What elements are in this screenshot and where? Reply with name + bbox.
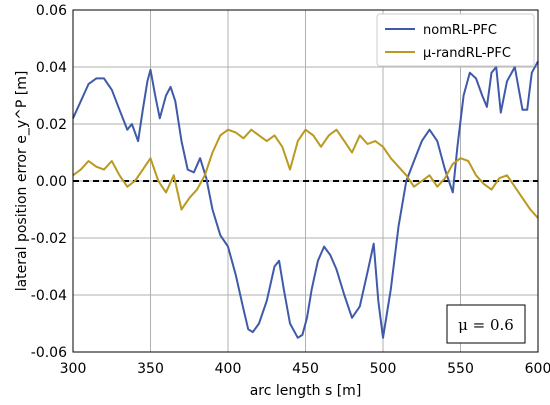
x-tick-300: 300 [60,361,87,377]
x-axis-label: arc length s [m] [250,383,362,399]
x-tick-500: 500 [370,361,397,377]
y-tick--0.06: -0.06 [31,345,67,361]
x-tick-600: 600 [525,361,550,377]
x-tick-450: 450 [292,361,319,377]
y-axis-label: lateral position error e_y^P [m] [14,71,30,292]
x-tick-550: 550 [447,361,474,377]
x-tick-labels: 300 350 400 450 500 550 600 [60,361,550,377]
y-tick--0.04: -0.04 [31,288,67,304]
x-tick-400: 400 [215,361,242,377]
mu-annotation-text: μ = 0.6 [458,316,514,334]
mu-annotation-box [446,304,526,344]
y-tick-0.04: 0.04 [36,60,67,76]
y-tick-0.00: 0.00 [36,174,67,190]
legend: nomRL-PFC μ-randRL-PFC [376,13,535,67]
legend-label-nomrl: nomRL-PFC [423,23,497,38]
y-tick-0.06: 0.06 [36,3,67,19]
legend-box [376,13,535,67]
y-tick-0.02: 0.02 [36,117,67,133]
y-tick-labels: 0.06 0.04 0.02 0.00 -0.02 -0.04 -0.06 [31,3,67,361]
y-tick--0.02: -0.02 [31,231,67,247]
x-tick-350: 350 [137,361,164,377]
series-line-0 [72,60,539,339]
series-lines [72,60,539,339]
mu-annotation: μ = 0.6 [446,304,526,344]
legend-label-murandrl: μ-randRL-PFC [423,46,511,61]
series-line-1 [72,128,539,219]
plot-frame [72,9,539,353]
